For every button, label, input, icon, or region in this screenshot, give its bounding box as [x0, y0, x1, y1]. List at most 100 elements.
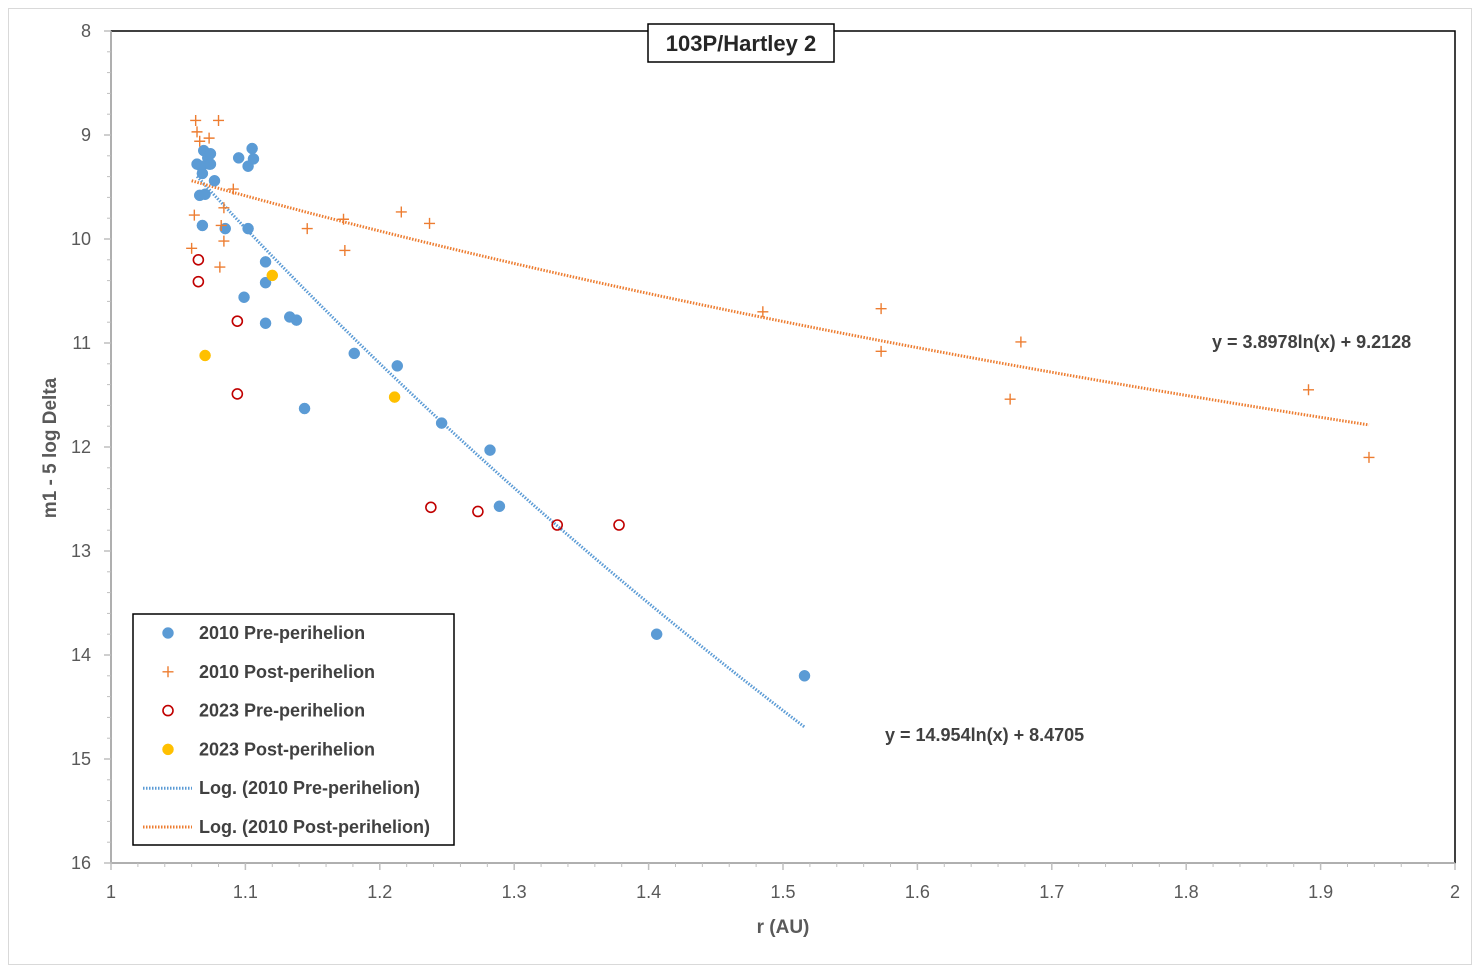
point-2023-pre-perihelion [192, 275, 205, 288]
point-2010-post-perihelion [218, 235, 230, 247]
point-2010-pre-perihelion [196, 219, 209, 232]
point-2010-pre-perihelion [204, 147, 217, 160]
trendline-2010-post-perihelion [191, 179, 1370, 427]
point-2010-pre-perihelion [298, 402, 311, 415]
legend-label: 2010 Post-perihelion [199, 662, 375, 682]
point-2010-post-perihelion [757, 306, 769, 318]
x-tick-label: 2 [1450, 882, 1460, 902]
x-tick-label: 1.1 [233, 882, 258, 902]
legend-entry: 2023 Pre-perihelion [162, 701, 365, 721]
legend-entry: Log. (2010 Post-perihelion) [143, 817, 430, 837]
point-2010-pre-perihelion [208, 175, 221, 187]
x-tick-label: 1.7 [1039, 882, 1064, 902]
trendline-equation-post: y = 3.8978ln(x) + 9.2128 [1212, 332, 1411, 352]
legend-label: 2023 Post-perihelion [199, 739, 375, 759]
series-1 [191, 142, 811, 682]
legend-label: Log. (2010 Post-perihelion) [199, 817, 430, 837]
point-2023-post-perihelion [266, 269, 279, 282]
point-2023-post-perihelion [199, 349, 211, 362]
legend-marker [162, 743, 174, 756]
point-2010-pre-perihelion [204, 158, 217, 170]
point-2010-pre-perihelion [493, 500, 506, 513]
point-2010-pre-perihelion [247, 153, 260, 165]
y-tick-label: 13 [71, 541, 91, 561]
point-2023-pre-perihelion [231, 315, 244, 327]
legend-marker [162, 704, 174, 717]
point-2010-post-perihelion [213, 114, 225, 126]
point-2010-post-perihelion [1363, 451, 1375, 463]
point-2010-post-perihelion [1303, 384, 1314, 396]
point-2023-pre-perihelion [472, 505, 484, 518]
point-2010-pre-perihelion [246, 142, 258, 155]
legend-marker [162, 627, 174, 639]
trendlines [191, 175, 1370, 729]
point-2023-post-perihelion [388, 391, 401, 403]
point-2010-post-perihelion [424, 217, 436, 229]
point-2023-pre-perihelion [231, 388, 244, 400]
y-tick-label: 16 [71, 853, 91, 873]
point-2010-pre-perihelion [232, 152, 245, 164]
point-2010-post-perihelion [194, 135, 206, 147]
point-2010-post-perihelion [214, 261, 226, 273]
point-2010-post-perihelion [395, 206, 407, 218]
y-tick-label: 10 [71, 229, 91, 249]
point-2023-pre-perihelion [613, 519, 625, 531]
legend-marker [162, 666, 174, 678]
x-tick-label: 1.2 [367, 882, 392, 902]
minor-ticks [107, 30, 1456, 867]
point-2010-pre-perihelion [391, 360, 404, 372]
y-tick-label: 15 [71, 749, 91, 769]
x-tick-label: 1.8 [1174, 882, 1199, 902]
point-2010-post-perihelion [190, 114, 202, 126]
chart-title-box: 103P/Hartley 2 [647, 23, 835, 63]
legend-label: Log. (2010 Pre-perihelion) [199, 778, 420, 798]
y-tick-label: 11 [72, 333, 91, 353]
y-tick-label: 8 [81, 21, 91, 41]
x-tick-label: 1.6 [905, 882, 930, 902]
data-points [186, 114, 1375, 682]
x-tick-label: 1 [106, 882, 116, 902]
point-2010-pre-perihelion [650, 628, 663, 640]
point-2010-post-perihelion [218, 202, 230, 214]
x-tick-label: 1.5 [770, 882, 795, 902]
y-axis-title: m1 - 5 log Delta [40, 377, 61, 518]
legend: 2010 Pre-perihelion 2010 Post-perihelion 2… [132, 613, 455, 846]
series-4 [199, 269, 401, 403]
point-2010-post-perihelion [215, 219, 227, 231]
series-2 [186, 114, 1375, 463]
point-2010-post-perihelion [338, 213, 350, 225]
series-3 [192, 253, 625, 531]
point-2023-pre-perihelion [192, 253, 205, 266]
legend-label: 2023 Pre-perihelion [199, 701, 365, 721]
point-2010-post-perihelion [203, 132, 215, 144]
chart-frame [8, 8, 1472, 965]
point-2010-post-perihelion [875, 345, 887, 357]
point-2010-post-perihelion [186, 242, 198, 254]
legend-entry: Log. (2010 Pre-perihelion) [143, 778, 420, 798]
point-2010-pre-perihelion [435, 417, 448, 429]
point-2010-pre-perihelion [199, 188, 211, 201]
point-2010-pre-perihelion [196, 167, 209, 180]
point-2023-pre-perihelion [551, 519, 564, 531]
point-2010-pre-perihelion [484, 444, 496, 456]
point-2010-post-perihelion [1004, 393, 1016, 405]
trendline-equation-pre: y = 14.954ln(x) + 8.4705 [885, 725, 1084, 745]
legend-entry: 2023 Post-perihelion [162, 739, 375, 759]
chart-title: 103P/Hartley 2 [666, 31, 816, 56]
point-2010-pre-perihelion [290, 314, 303, 326]
y-axis-ticks: 8 9 10 11 12 13 14 15 16 [71, 21, 111, 873]
point-2010-post-perihelion [188, 209, 200, 221]
point-2010-pre-perihelion [259, 276, 272, 289]
point-2010-post-perihelion [1015, 336, 1027, 348]
x-axis-ticks: 1 1.1 1.2 1.3 1.4 1.5 1.6 1.7 1.8 1.9 2 [106, 863, 1460, 902]
y-tick-label: 14 [71, 645, 91, 665]
point-2010-post-perihelion [191, 126, 203, 138]
legend-label: 2010 Pre-perihelion [199, 623, 365, 643]
point-2010-pre-perihelion [798, 670, 811, 682]
y-tick-label: 9 [81, 125, 91, 145]
x-tick-label: 1.9 [1308, 882, 1333, 902]
point-2010-pre-perihelion [348, 347, 361, 360]
legend-box [132, 613, 455, 846]
point-2023-pre-perihelion [425, 501, 437, 514]
